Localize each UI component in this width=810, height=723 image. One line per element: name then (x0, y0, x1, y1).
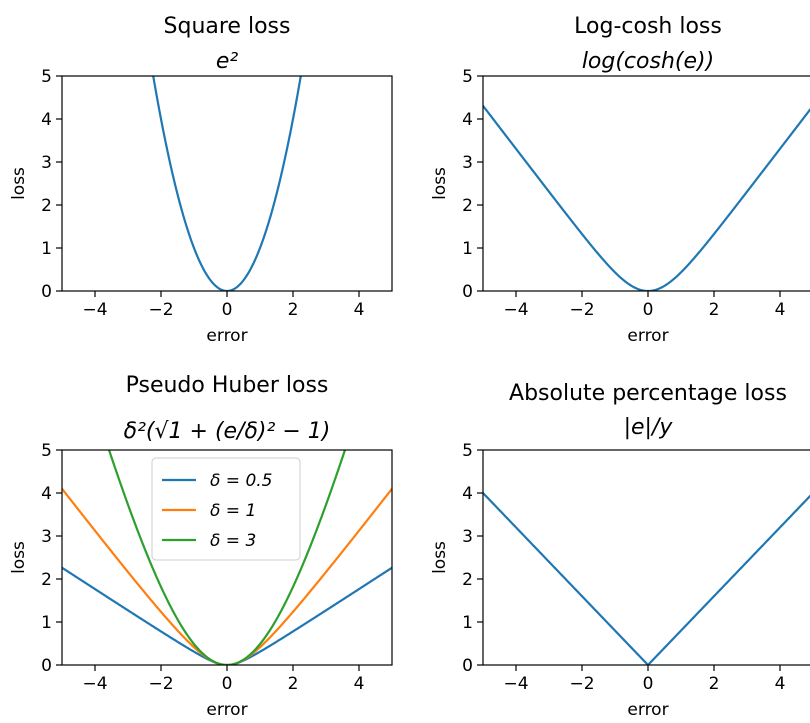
series-line-2 (62, 488, 392, 665)
x-tick-label: −4 (503, 674, 528, 694)
y-tick-label: 1 (462, 613, 473, 633)
chart-title: Pseudo Huber loss (126, 373, 329, 398)
legend-entry: δ = 0.5 (210, 471, 273, 491)
x-tick-label: 0 (643, 674, 654, 694)
x-tick-label: −2 (569, 300, 594, 320)
y-tick-label: 2 (462, 570, 473, 590)
chart-panel-3: −4 −2 0 2 4 0 1 2 3 4 5 error loss Pseudo Huber loss δ… (9, 373, 393, 720)
series-line-1 (152, 76, 302, 291)
y-tick-label: 4 (462, 484, 473, 504)
legend-entry: δ = 3 (210, 531, 256, 551)
plot-frame (61, 75, 393, 292)
y-tick-label: 5 (462, 67, 473, 87)
y-tick-label: 2 (41, 570, 52, 590)
y-tick-label: 4 (462, 110, 473, 130)
y-tick-label: 2 (462, 196, 473, 216)
y-tick-label: 5 (41, 67, 52, 87)
y-tick-label: 0 (41, 282, 52, 302)
y-axis-label: loss (9, 167, 29, 200)
x-tick-label: 0 (222, 674, 233, 694)
chart-subtitle: |e|/y (624, 415, 674, 440)
x-tick-label: 2 (288, 300, 299, 320)
series-line-1 (62, 566, 392, 665)
x-tick-label: −4 (503, 300, 528, 320)
y-tick-label: 5 (41, 441, 52, 461)
x-tick-label: −2 (148, 674, 173, 694)
x-tick-label: 4 (354, 300, 365, 320)
series-line-3 (107, 450, 347, 665)
chart-subtitle: log(cosh(e)) (582, 49, 714, 74)
y-tick-label: 1 (41, 239, 52, 259)
chart-subtitle: e² (216, 49, 239, 74)
y-tick-label: 3 (41, 527, 52, 547)
y-tick-label: 3 (462, 527, 473, 547)
x-tick-label: −2 (148, 300, 173, 320)
y-axis-label: loss (430, 541, 450, 574)
series-line-1 (483, 105, 810, 291)
x-tick-label: 4 (775, 674, 786, 694)
chart-subtitle: δ²(√1 + (e/δ)² − 1) (124, 419, 331, 444)
chart-title: Absolute percentage loss (509, 381, 787, 406)
y-tick-label: 1 (41, 613, 52, 633)
y-axis-label: loss (430, 167, 450, 200)
x-axis-label: error (206, 700, 247, 720)
x-tick-label: −4 (82, 300, 107, 320)
legend-entry: δ = 1 (210, 501, 256, 521)
chart-title: Square loss (164, 14, 291, 39)
y-tick-label: 5 (462, 441, 473, 461)
y-tick-label: 3 (462, 153, 473, 173)
y-axis-label: loss (9, 541, 29, 574)
y-tick-label: 2 (41, 196, 52, 216)
legend-box (151, 457, 301, 561)
y-tick-label: 3 (41, 153, 52, 173)
x-axis-label: error (627, 700, 668, 720)
y-tick-label: 1 (462, 239, 473, 259)
x-tick-label: 0 (222, 300, 233, 320)
x-tick-label: 0 (643, 300, 654, 320)
x-tick-label: 2 (709, 674, 720, 694)
y-tick-label: 0 (462, 656, 473, 676)
x-tick-label: −2 (569, 674, 594, 694)
x-axis-label: error (206, 326, 247, 346)
chart-panel-1: −4 −2 0 2 4 0 1 2 3 4 5 error loss Square loss e² (9, 14, 393, 346)
x-tick-label: 2 (288, 674, 299, 694)
x-axis-label: error (627, 326, 668, 346)
y-tick-label: 0 (462, 282, 473, 302)
x-tick-label: 4 (775, 300, 786, 320)
x-tick-label: 4 (354, 674, 365, 694)
series-line-1 (483, 492, 810, 665)
y-tick-label: 4 (41, 110, 52, 130)
plot-frame (482, 75, 810, 292)
chart-title: Log-cosh loss (574, 14, 722, 39)
chart-panel-2: −4 −2 0 2 4 0 1 2 3 4 5 error loss Log-cosh loss log(c… (430, 14, 810, 346)
y-tick-label: 0 (41, 656, 52, 676)
plot-frame (482, 449, 810, 666)
y-tick-label: 4 (41, 484, 52, 504)
x-tick-label: 2 (709, 300, 720, 320)
x-tick-label: −4 (82, 674, 107, 694)
chart-panel-4: −4 −2 0 2 4 0 1 2 3 4 5 error loss Absolute percentag… (430, 381, 810, 720)
